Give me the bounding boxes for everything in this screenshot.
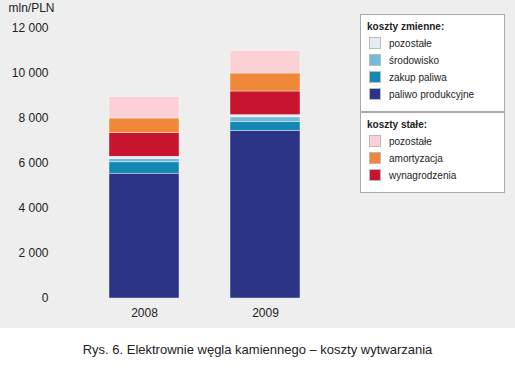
html-text:paliwo produkcyjne: paliwo produkcyjne — [389, 88, 475, 100]
html-text:wynagrodzenia: wynagrodzenia — [389, 169, 457, 181]
svg-text:2008: 2008 — [131, 306, 158, 320]
svg-text:mln/PLN: mln/PLN — [9, 1, 55, 15]
html-text:pozostałe: pozostałe — [389, 135, 432, 147]
svg-text:8 000: 8 000 — [18, 111, 48, 125]
svg-text:4 000: 4 000 — [18, 201, 48, 215]
svg-text:0: 0 — [42, 291, 49, 305]
html-text:zakup paliwa: zakup paliwa — [389, 71, 447, 83]
html-text:środowisko: środowisko — [389, 54, 439, 66]
html-text:amortyzacja: amortyzacja — [389, 152, 443, 164]
svg-text:2 000: 2 000 — [18, 246, 48, 260]
svg-text:2009: 2009 — [252, 306, 279, 320]
html-text:koszty zmienne:: koszty zmienne: — [367, 21, 445, 32]
html-text:pozostałe: pozostałe — [389, 37, 432, 49]
html-text:Rys. 6. Elektrownie węgla kami: Rys. 6. Elektrownie węgla kamiennego – k… — [82, 342, 433, 357]
svg-text:6 000: 6 000 — [18, 156, 48, 170]
html-text:koszty stałe:: koszty stałe: — [367, 119, 427, 130]
svg-text:10 000: 10 000 — [12, 66, 49, 80]
svg-text:12 000: 12 000 — [12, 21, 49, 35]
